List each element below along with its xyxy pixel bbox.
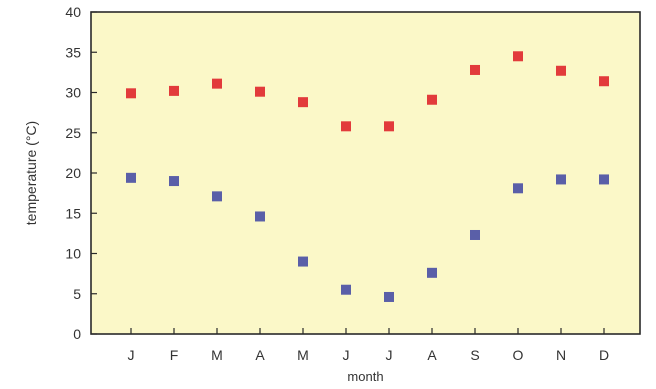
y-tick-label: 20 <box>65 165 81 181</box>
y-axis-label: temperature (°C) <box>23 121 39 225</box>
x-tick-label: J <box>386 347 393 363</box>
y-tick-label: 40 <box>65 4 81 20</box>
y-tick-label: 15 <box>65 205 81 221</box>
y-tick-label: 5 <box>73 286 81 302</box>
series-1 <box>126 51 609 132</box>
data-point <box>298 256 308 267</box>
data-point <box>470 229 480 240</box>
data-series <box>126 51 609 302</box>
data-point <box>513 51 523 62</box>
x-tick-label: N <box>556 347 566 363</box>
y-tick-label: 35 <box>65 44 81 60</box>
x-tick-label: J <box>128 347 135 363</box>
x-axis-label: month <box>347 369 383 384</box>
data-point <box>599 174 609 185</box>
y-axis-ticks: 0 5 10 15 20 25 30 35 40 <box>65 4 97 342</box>
data-point <box>470 64 480 75</box>
data-point <box>169 176 179 187</box>
data-point <box>556 174 566 185</box>
y-tick-label: 10 <box>65 246 81 262</box>
data-point <box>427 94 437 105</box>
data-point <box>341 284 351 295</box>
plot-area <box>90 11 641 335</box>
data-point <box>384 121 394 132</box>
data-point <box>255 211 265 222</box>
data-point <box>556 65 566 76</box>
x-tick-label: M <box>297 347 309 363</box>
data-point <box>513 183 523 194</box>
data-point <box>255 86 265 97</box>
data-point <box>384 291 394 302</box>
series-2 <box>126 172 609 302</box>
data-point <box>298 97 308 108</box>
y-tick-label: 25 <box>65 125 81 141</box>
x-tick-label: O <box>513 347 524 363</box>
x-tick-label: A <box>427 347 437 363</box>
data-point <box>341 121 351 132</box>
data-point <box>427 267 437 278</box>
x-tick-label: M <box>211 347 223 363</box>
data-point <box>169 85 179 96</box>
data-point <box>599 76 609 87</box>
x-tick-label: S <box>470 347 479 363</box>
data-point <box>126 172 136 183</box>
y-tick-label: 0 <box>73 326 81 342</box>
data-point <box>212 78 222 89</box>
data-point <box>126 88 136 99</box>
y-tick-label: 30 <box>65 85 81 101</box>
x-tick-label: A <box>255 347 265 363</box>
x-tick-label: J <box>343 347 350 363</box>
x-tick-label: D <box>599 347 609 363</box>
data-point <box>212 191 222 202</box>
x-tick-label: F <box>170 347 179 363</box>
